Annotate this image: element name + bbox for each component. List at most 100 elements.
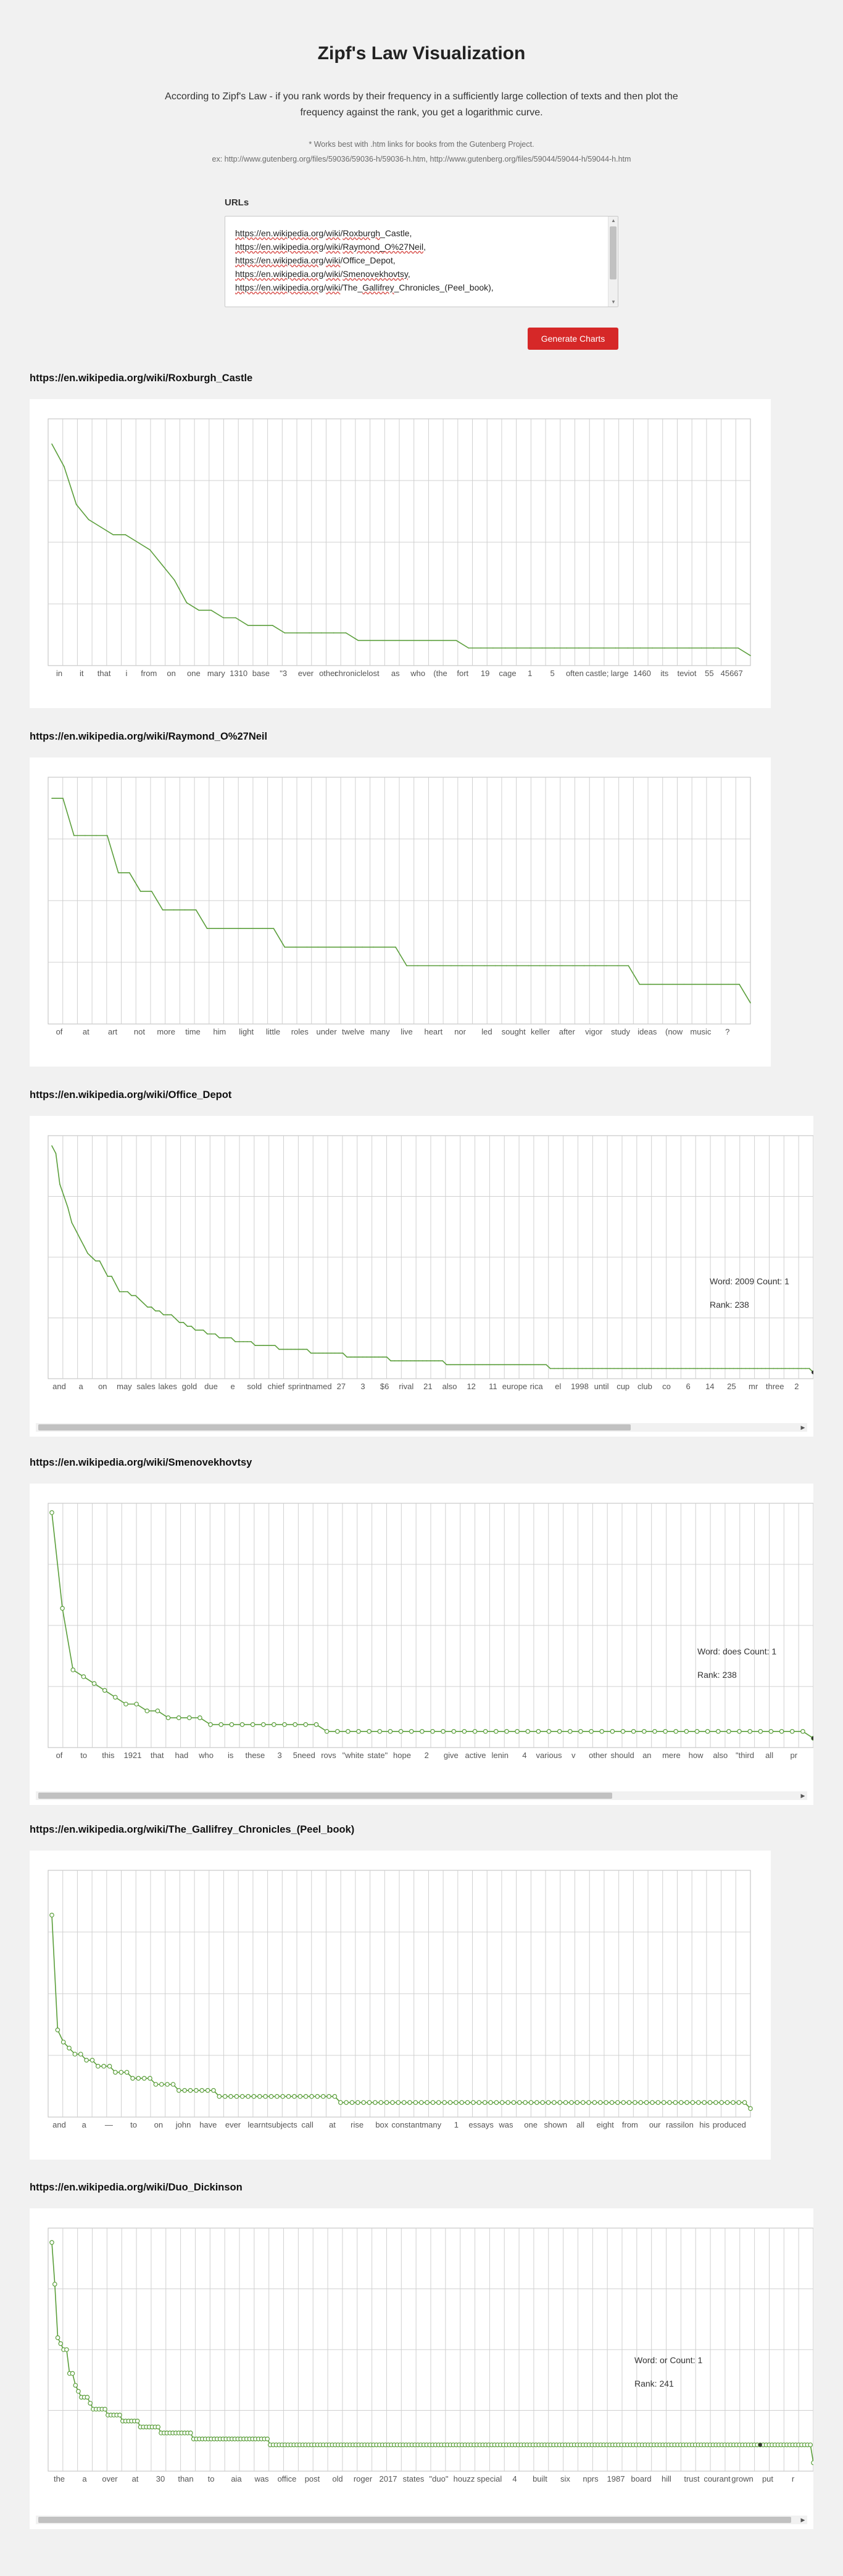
data-point[interactable]	[320, 2094, 326, 2099]
data-point[interactable]	[505, 965, 507, 967]
data-point[interactable]	[684, 1728, 689, 1734]
data-point[interactable]	[413, 2100, 418, 2105]
data-point[interactable]	[639, 983, 641, 985]
data-point[interactable]	[243, 1341, 244, 1342]
scroll-right-arrow-icon[interactable]: ▶	[800, 1424, 805, 1430]
data-point[interactable]	[81, 1674, 86, 1679]
data-point[interactable]	[107, 2063, 112, 2069]
data-point[interactable]	[536, 1728, 541, 1734]
data-point[interactable]	[127, 1291, 128, 1292]
data-point[interactable]	[741, 1368, 742, 1369]
data-point[interactable]	[757, 1368, 758, 1369]
data-point[interactable]	[721, 1368, 723, 1369]
scroll-right-arrow-icon[interactable]: ▶	[800, 1793, 805, 1799]
data-point[interactable]	[731, 2100, 736, 2105]
data-point[interactable]	[141, 2076, 147, 2081]
data-point[interactable]	[186, 602, 188, 603]
data-point[interactable]	[357, 640, 359, 642]
data-point[interactable]	[139, 1298, 140, 1300]
data-point[interactable]	[749, 1368, 750, 1369]
data-point[interactable]	[297, 2094, 303, 2099]
data-point[interactable]	[554, 1368, 555, 1369]
data-point[interactable]	[705, 983, 707, 985]
data-point[interactable]	[396, 2100, 401, 2105]
data-point[interactable]	[76, 2388, 81, 2394]
data-point[interactable]	[211, 2087, 216, 2093]
data-point[interactable]	[286, 1348, 288, 1350]
data-point[interactable]	[406, 965, 407, 967]
data-point[interactable]	[528, 965, 529, 967]
data-point[interactable]	[346, 1728, 351, 1734]
data-point[interactable]	[733, 1368, 734, 1369]
data-point[interactable]	[604, 2100, 608, 2105]
data-point[interactable]	[186, 1715, 192, 1720]
data-point[interactable]	[73, 2383, 78, 2388]
data-point[interactable]	[569, 2100, 574, 2105]
data-point[interactable]	[765, 1368, 766, 1369]
data-point[interactable]	[808, 1368, 810, 1369]
data-point[interactable]	[294, 1348, 296, 1350]
data-point[interactable]	[661, 2100, 667, 2105]
urls-scrollbar[interactable]: ▲ ▼	[608, 217, 618, 307]
data-point[interactable]	[282, 1722, 287, 1727]
data-point[interactable]	[550, 965, 552, 967]
data-point[interactable]	[497, 1364, 499, 1366]
data-point[interactable]	[707, 2100, 713, 2105]
data-point[interactable]	[465, 2100, 470, 2105]
data-point[interactable]	[747, 1728, 753, 1734]
data-point[interactable]	[546, 1728, 552, 1734]
data-point[interactable]	[725, 2100, 730, 2105]
data-point[interactable]	[638, 2100, 644, 2105]
data-point[interactable]	[684, 2100, 689, 2105]
data-point[interactable]	[202, 1329, 204, 1331]
data-point[interactable]	[370, 640, 372, 642]
data-point[interactable]	[394, 640, 396, 642]
data-point[interactable]	[88, 519, 89, 521]
data-point[interactable]	[155, 1708, 160, 1714]
data-point[interactable]	[268, 2094, 274, 2099]
data-point[interactable]	[83, 1245, 85, 1247]
data-point[interactable]	[515, 1728, 520, 1734]
chart-horizontal-scrollbar[interactable]: ▶	[36, 1791, 807, 1800]
data-point[interactable]	[800, 1368, 802, 1369]
data-point[interactable]	[777, 1368, 778, 1369]
data-point[interactable]	[208, 1722, 213, 1727]
data-point[interactable]	[418, 640, 420, 642]
data-point[interactable]	[626, 2100, 632, 2105]
data-point[interactable]	[578, 1728, 583, 1734]
data-point[interactable]	[494, 2100, 499, 2105]
data-point[interactable]	[51, 798, 52, 799]
data-point[interactable]	[546, 1364, 547, 1366]
data-point[interactable]	[781, 1368, 783, 1369]
data-point[interactable]	[73, 835, 75, 836]
data-point[interactable]	[103, 1268, 104, 1269]
data-point[interactable]	[257, 2094, 262, 2099]
data-point[interactable]	[617, 965, 618, 967]
data-point[interactable]	[805, 1368, 806, 1369]
data-point[interactable]	[128, 872, 130, 873]
data-point[interactable]	[309, 2094, 314, 2099]
data-point[interactable]	[384, 2100, 389, 2105]
data-point[interactable]	[284, 632, 286, 634]
data-point[interactable]	[70, 1667, 76, 1672]
data-point[interactable]	[124, 2070, 130, 2075]
data-point[interactable]	[186, 1326, 188, 1327]
data-point[interactable]	[107, 1276, 109, 1277]
data-point[interactable]	[67, 1207, 69, 1208]
data-point[interactable]	[466, 1364, 467, 1366]
data-point[interactable]	[165, 2082, 170, 2087]
data-point[interactable]	[633, 2100, 637, 2105]
data-point[interactable]	[534, 2100, 539, 2105]
data-point[interactable]	[597, 1368, 599, 1369]
data-point[interactable]	[355, 2100, 360, 2105]
data-point[interactable]	[75, 503, 77, 505]
data-point[interactable]	[75, 1229, 77, 1231]
data-point[interactable]	[275, 2094, 280, 2099]
data-point[interactable]	[678, 2100, 684, 2105]
data-point[interactable]	[567, 1728, 573, 1734]
data-point[interactable]	[136, 2076, 141, 2081]
data-point[interactable]	[709, 1368, 710, 1369]
data-point[interactable]	[131, 1295, 133, 1297]
data-point[interactable]	[262, 1345, 264, 1347]
data-point[interactable]	[736, 2100, 742, 2105]
